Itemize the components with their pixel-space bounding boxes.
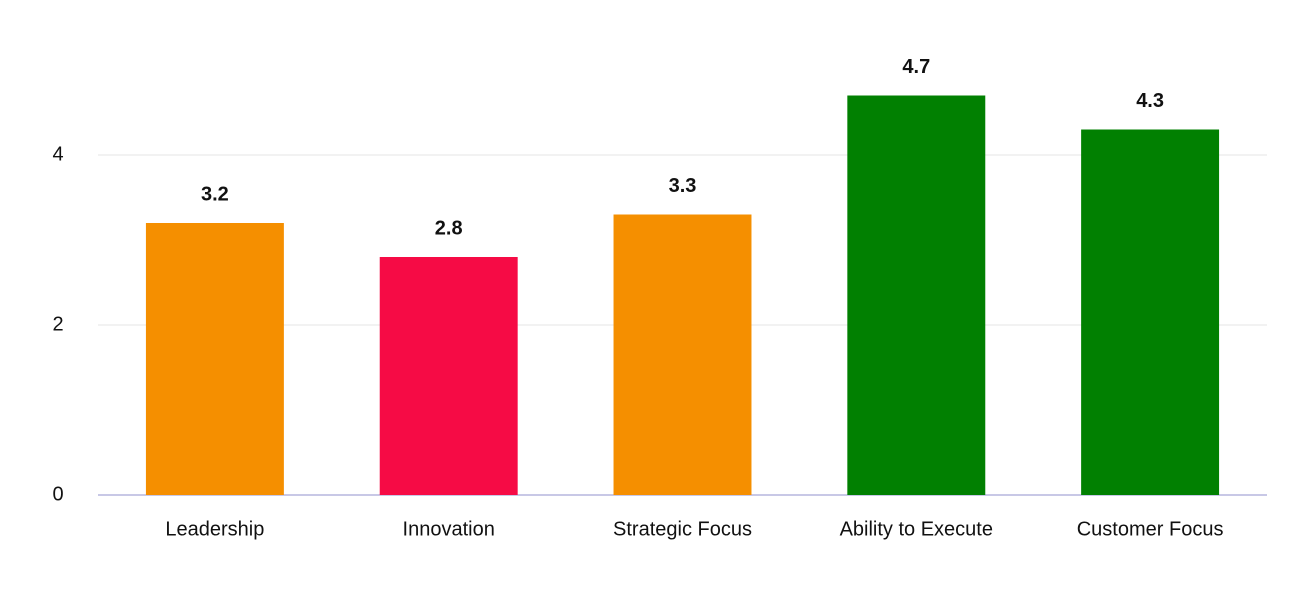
x-tick-label: Customer Focus [1077, 518, 1224, 540]
x-tick-label: Strategic Focus [613, 518, 752, 540]
y-tick-label: 4 [52, 143, 63, 165]
value-label: 2.8 [435, 217, 463, 239]
x-tick-label: Innovation [403, 518, 495, 540]
value-label: 3.3 [669, 175, 697, 197]
y-tick-label: 0 [52, 483, 63, 505]
value-label: 4.3 [1136, 90, 1164, 112]
bar [613, 214, 752, 495]
bar [1081, 129, 1220, 495]
value-label: 3.2 [201, 183, 229, 205]
x-tick-label: Leadership [165, 518, 264, 540]
bar [145, 223, 284, 495]
y-tick-label: 2 [52, 313, 63, 335]
bar [379, 257, 518, 495]
value-label: 4.7 [902, 56, 930, 78]
bar [847, 95, 986, 495]
x-tick-label: Ability to Execute [840, 518, 993, 540]
